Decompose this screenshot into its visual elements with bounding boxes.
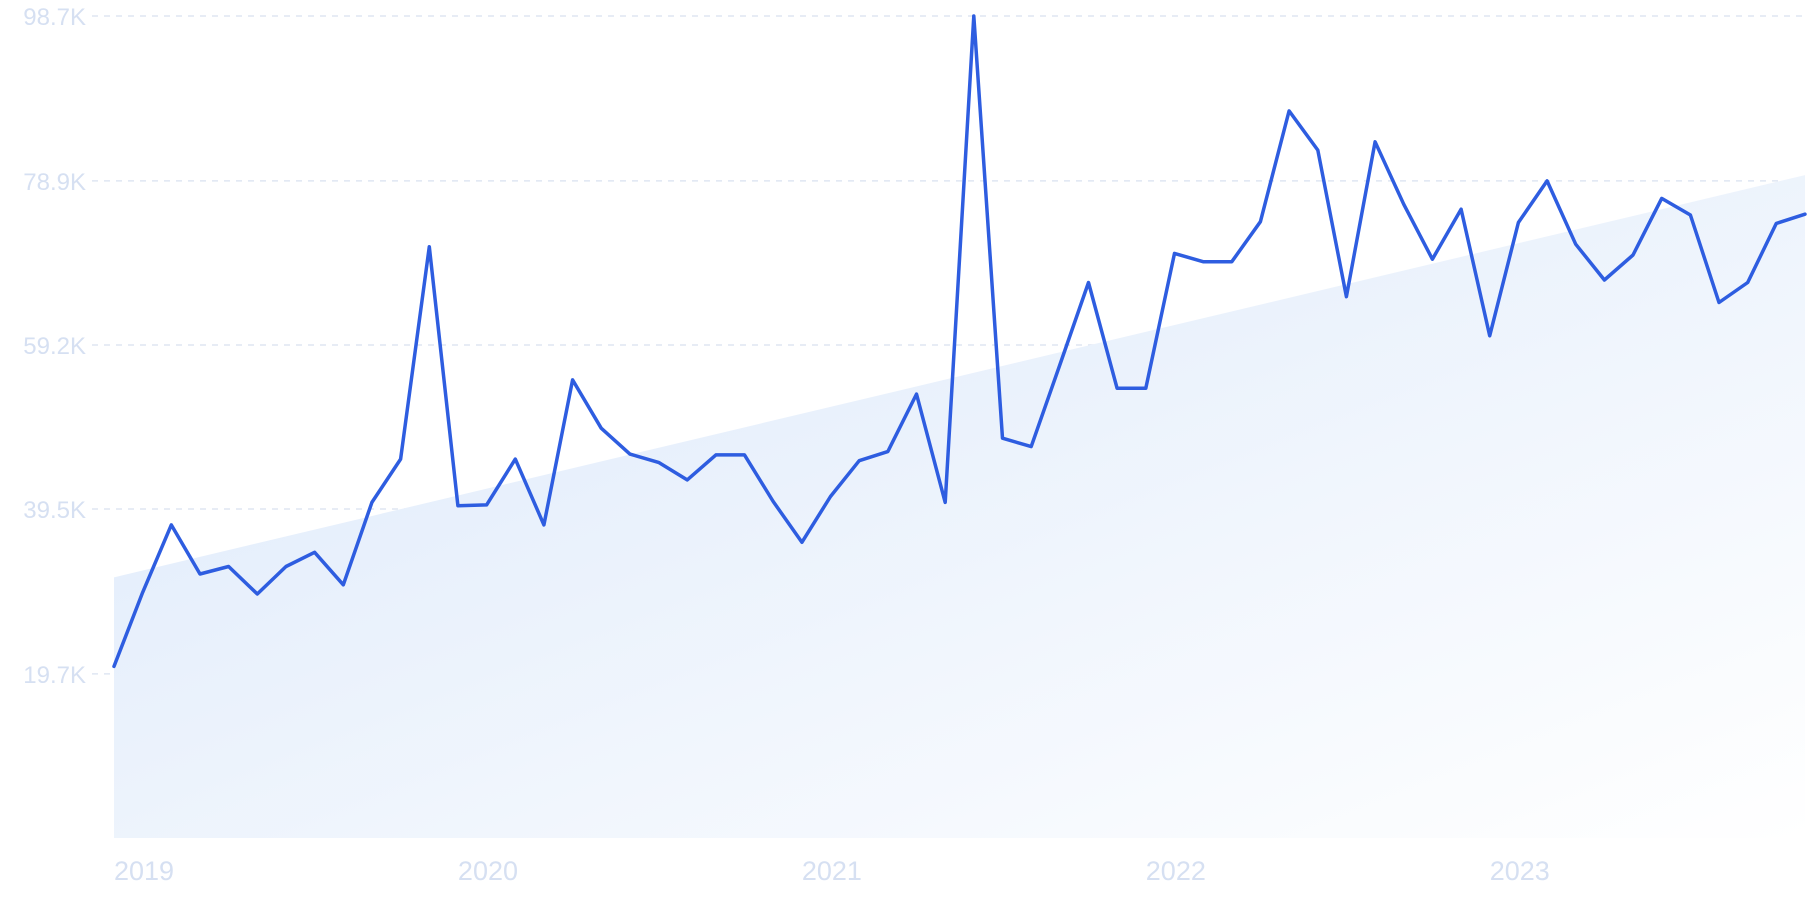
series-line: [112, 14, 1807, 669]
y-tick-label: 59.2K: [23, 333, 86, 360]
y-tick-label: 78.9K: [23, 169, 86, 196]
x-tick-label: 2023: [1490, 856, 1550, 886]
x-tick-label: 2020: [458, 856, 518, 886]
y-tick-label: 19.7K: [23, 662, 86, 689]
trend-area: [114, 175, 1805, 838]
x-tick-label: 2019: [114, 856, 174, 886]
x-tick-label: 2022: [1146, 856, 1206, 886]
y-tick-label: 39.5K: [23, 497, 86, 524]
x-tick-label: 2021: [802, 856, 862, 886]
y-tick-label: 98.7K: [23, 4, 86, 31]
